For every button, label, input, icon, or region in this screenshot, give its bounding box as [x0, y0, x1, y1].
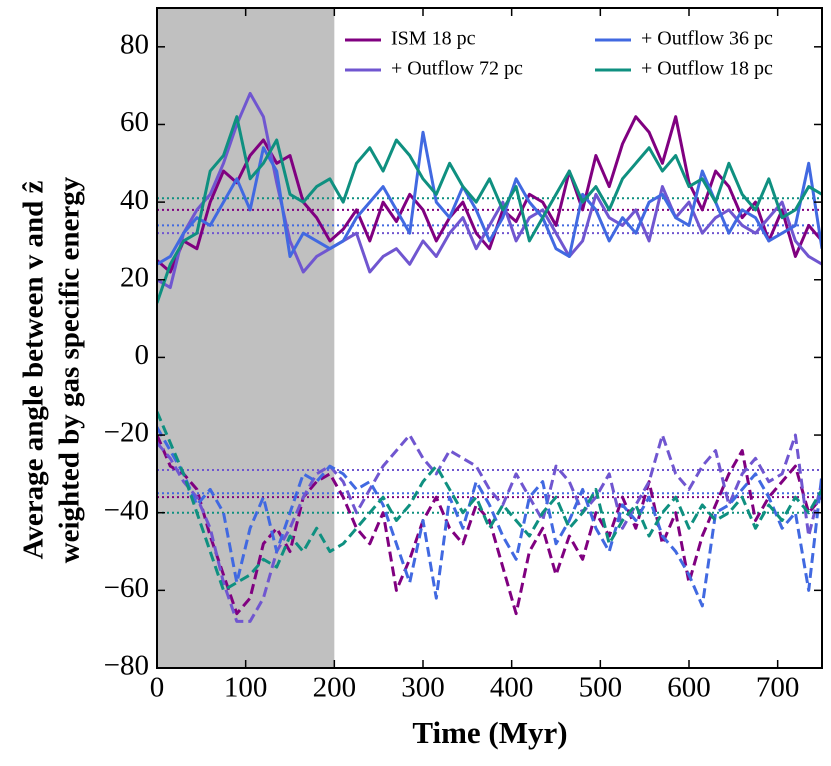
x-tick-label: 600	[667, 672, 711, 704]
x-tick-label: 700	[756, 672, 800, 704]
data-line	[157, 91, 822, 290]
y-tick-label: 0	[135, 339, 150, 371]
y-tick-label: 40	[120, 184, 149, 216]
legend-label: ISM 18 pc	[391, 28, 476, 50]
x-tick-label: 100	[224, 672, 268, 704]
y-axis-label-line: Average angle between v and ẑ	[18, 180, 50, 559]
shaded-region	[157, 8, 335, 668]
data-line	[157, 426, 822, 608]
legend-label: + Outflow 72 pc	[391, 58, 523, 80]
x-tick-label: 0	[150, 672, 165, 704]
plot-lines	[157, 91, 822, 623]
x-tick-label: 400	[490, 672, 534, 704]
data-line	[157, 411, 822, 592]
data-line	[157, 115, 822, 274]
x-tick-label: 500	[579, 672, 623, 704]
x-axis-label: Time (Myr)	[412, 715, 567, 750]
y-tick-label: −60	[104, 572, 149, 604]
y-tick-label: 20	[120, 261, 149, 293]
legend: ISM 18 pc + Outflow 72 pc + Outflow 36 pc +…	[345, 28, 773, 80]
y-tick-label: 80	[120, 28, 149, 60]
x-tick-label: 300	[401, 672, 445, 704]
legend-label: + Outflow 18 pc	[641, 58, 773, 80]
legend-label: + Outflow 36 pc	[641, 28, 773, 50]
y-axis-label: Average angle between v and ẑ weighted b…	[18, 176, 86, 563]
plot-frame	[156, 7, 823, 669]
x-tick-label: 200	[313, 672, 357, 704]
y-tick-label: −40	[104, 494, 149, 526]
y-tick-label: −20	[104, 417, 149, 449]
y-axis-label-line: weighted by gas specific energy	[54, 176, 86, 563]
y-tick-label: 60	[120, 106, 149, 138]
y-tick-label: −80	[104, 650, 149, 682]
data-line	[157, 115, 822, 304]
